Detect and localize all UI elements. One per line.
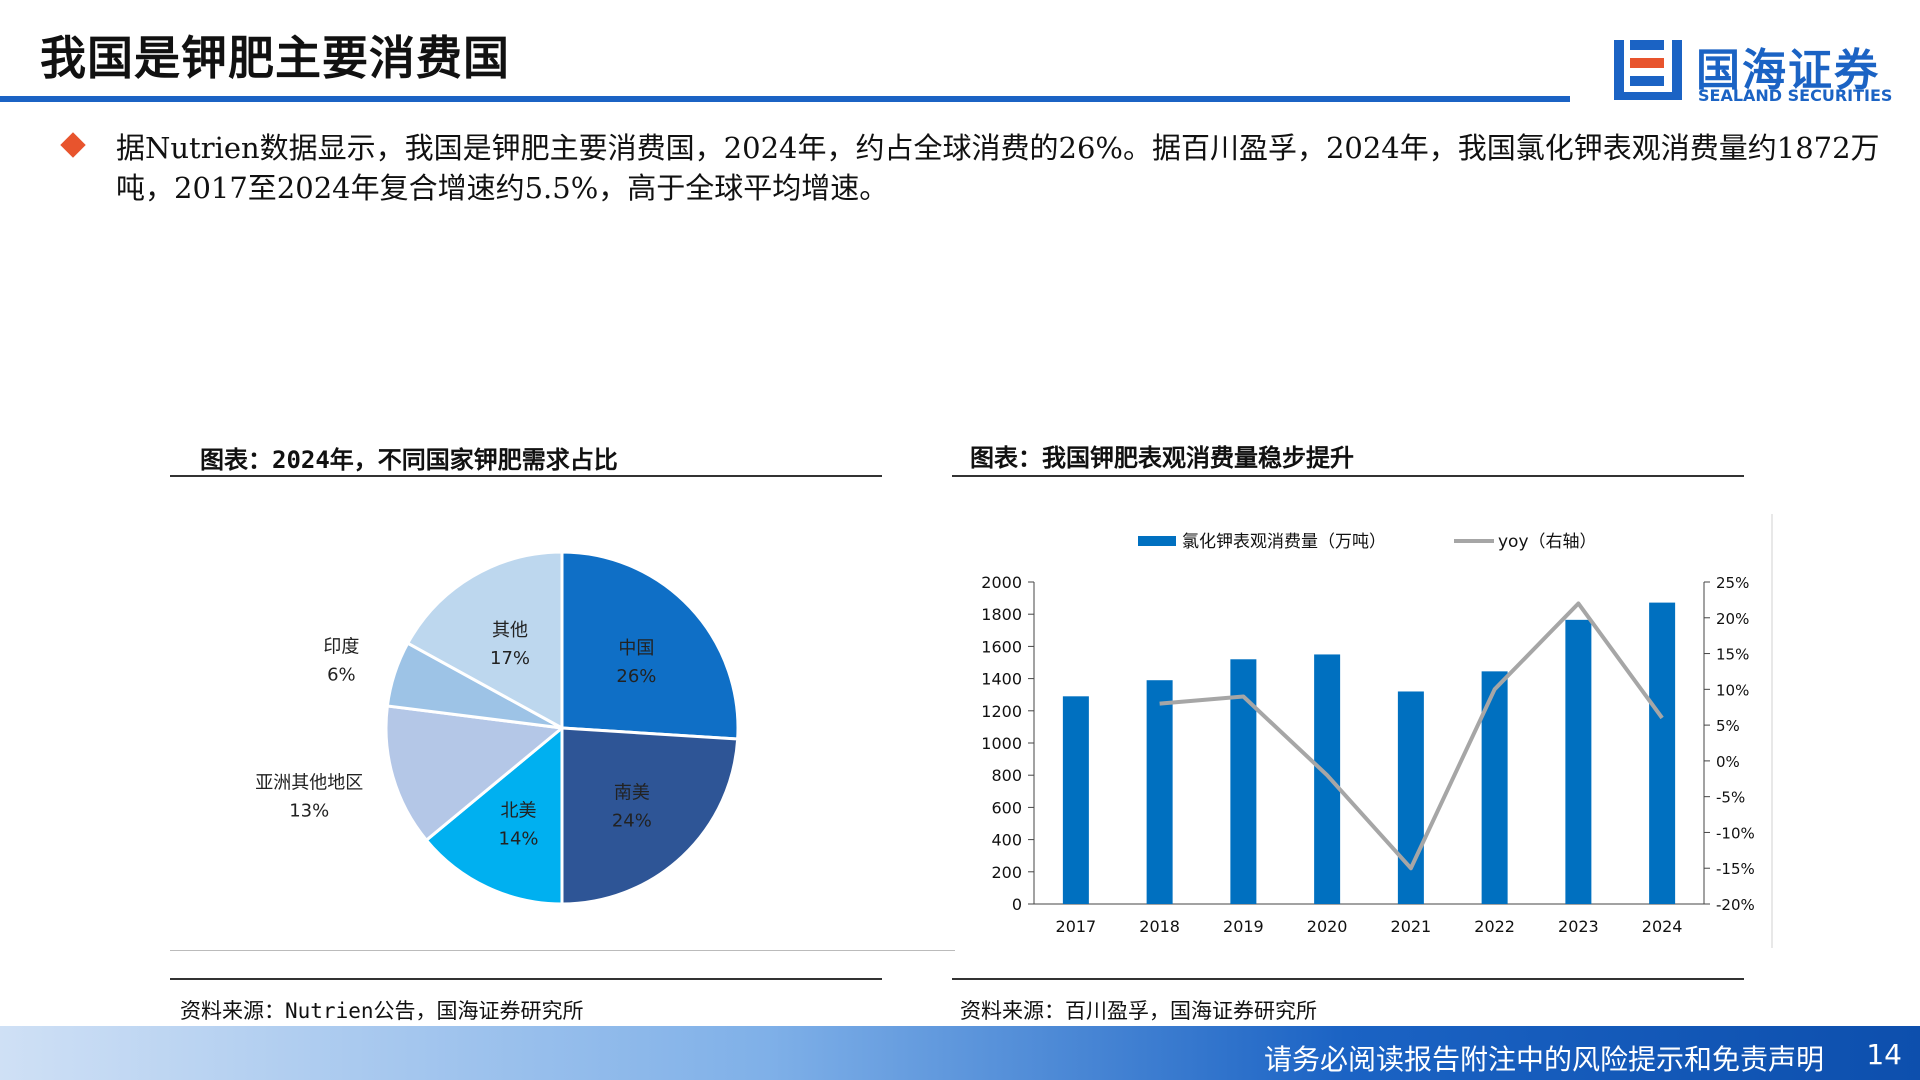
bar xyxy=(1146,680,1173,904)
bar-source-rule xyxy=(952,978,1744,980)
x-axis-labels: 2017 2018 2019 2020 2021 2022 2023 2024 xyxy=(1056,917,1683,936)
pie-bottom-rule xyxy=(170,950,955,951)
pie-slice-label: 印度 xyxy=(323,636,359,657)
legend-bar-label: 氯化钾表观消费量（万吨） xyxy=(1182,532,1386,552)
left-tick-label: 600 xyxy=(991,798,1022,817)
pie-slice xyxy=(405,550,564,731)
pie-slice-label: 亚洲其他地区 xyxy=(255,773,363,794)
page-title: 我国是钾肥主要消费国 xyxy=(40,31,510,85)
company-logo: 国海证券 SEALAND SECURITIES xyxy=(1610,34,1910,106)
bar xyxy=(1062,696,1089,904)
x-tick-label: 2020 xyxy=(1307,917,1348,936)
bar-line-chart: 氯化钾表观消费量（万吨） yoy（右轴） 0 200 400 600 800 1000 12… xyxy=(981,514,1773,948)
left-tick-label: 1000 xyxy=(981,734,1022,753)
pie-chart: 中国 26% 南美 24% 北美 14% 亚洲其他地区 13% 印度 6% 其他 17% xyxy=(255,550,740,906)
bar-source: 资料来源：百川盈孚，国海证券研究所 xyxy=(960,999,1317,1023)
pie-slice xyxy=(560,726,740,906)
pie-slice-value: 6% xyxy=(327,664,356,685)
pie-slice-label: 南美 xyxy=(614,782,650,803)
pie-caption-rule xyxy=(170,475,882,477)
left-tick-label: 2000 xyxy=(981,573,1022,592)
pie-slice-value: 24% xyxy=(612,810,652,831)
chart-legend: 氯化钾表观消费量（万吨） yoy（右轴） xyxy=(1138,532,1597,552)
left-axis: 0 200 400 600 800 1000 1200 1400 1600 1800 2000 xyxy=(981,573,1704,914)
x-tick-label: 2023 xyxy=(1558,917,1599,936)
pie-slice xyxy=(560,550,740,741)
logo-name-en: SEALAND SECURITIES xyxy=(1698,86,1893,105)
left-tick-label: 400 xyxy=(991,831,1022,850)
sealand-logo-icon xyxy=(1614,40,1682,100)
bar-caption-rule xyxy=(952,475,1744,477)
title-divider xyxy=(0,96,1570,102)
x-tick-label: 2019 xyxy=(1223,917,1264,936)
pie-slice-value: 14% xyxy=(499,828,539,849)
bar xyxy=(1230,659,1257,904)
pie-source: 资料来源：Nutrien公告，国海证券研究所 xyxy=(180,999,584,1023)
yoy-series-line xyxy=(1159,601,1664,871)
footer-bar: 请务必阅读报告附注中的风险提示和免责声明 14 xyxy=(0,1026,1920,1080)
pie-slice-value: 17% xyxy=(490,648,530,669)
left-tick-label: 200 xyxy=(991,863,1022,882)
x-tick-label: 2017 xyxy=(1056,917,1097,936)
right-tick-label: -5% xyxy=(1716,789,1745,807)
footer-disclaimer: 请务必阅读报告附注中的风险提示和免责声明 xyxy=(1263,1043,1824,1076)
bars xyxy=(1062,602,1676,904)
right-tick-label: 25% xyxy=(1716,574,1749,592)
x-tick-label: 2021 xyxy=(1391,917,1432,936)
pie-slice-label: 北美 xyxy=(501,800,537,821)
logo-name-cn: 国海证券 xyxy=(1696,45,1880,96)
page-number: 14 xyxy=(1866,1038,1902,1071)
pie-slice-value: 26% xyxy=(616,666,656,687)
right-axis: -20% -15% -10% -5% 0% 5% 10% 15% 20% 25% xyxy=(1703,574,1755,914)
right-tick-label: 5% xyxy=(1716,717,1740,735)
pie-slice-value: 13% xyxy=(289,801,329,822)
left-tick-label: 1200 xyxy=(981,702,1022,721)
bar xyxy=(1649,602,1676,904)
left-tick-label: 1400 xyxy=(981,670,1022,689)
yoy-line xyxy=(1159,601,1664,871)
left-tick-label: 800 xyxy=(991,766,1022,785)
bar xyxy=(1314,654,1341,904)
right-tick-label: -20% xyxy=(1716,896,1755,914)
legend-bar-swatch xyxy=(1138,536,1176,546)
pie-slices xyxy=(384,550,740,906)
legend-line-label: yoy（右轴） xyxy=(1498,532,1597,552)
right-tick-label: -15% xyxy=(1716,860,1755,878)
left-tick-label: 1600 xyxy=(981,637,1022,656)
x-tick-label: 2024 xyxy=(1642,917,1683,936)
bar-chart-caption: 图表：我国钾肥表观消费量稳步提升 xyxy=(970,444,1354,472)
pie-labels: 中国 26% 南美 24% 北美 14% 亚洲其他地区 13% 印度 6% 其他 17% xyxy=(255,620,656,849)
pie-source-rule xyxy=(170,978,882,980)
x-tick-label: 2018 xyxy=(1139,917,1180,936)
pie-slice-label: 其他 xyxy=(492,620,528,641)
bar xyxy=(1397,691,1424,904)
pie-chart-caption: 图表：2024年，不同国家钾肥需求占比 xyxy=(200,446,618,474)
left-tick-label: 0 xyxy=(1012,895,1022,914)
bullet-text: 据Nutrien数据显示，我国是钾肥主要消费国，2024年，约占全球消费的26%… xyxy=(116,131,1880,205)
pie-slice xyxy=(384,704,566,843)
right-tick-label: -10% xyxy=(1716,824,1755,842)
right-tick-label: 20% xyxy=(1716,610,1749,628)
x-tick-label: 2022 xyxy=(1474,917,1515,936)
right-tick-label: 10% xyxy=(1716,681,1749,699)
diamond-bullet-icon xyxy=(60,132,86,158)
pie-slice-label: 中国 xyxy=(618,638,654,659)
left-tick-label: 1800 xyxy=(981,605,1022,624)
right-tick-label: 0% xyxy=(1716,753,1740,771)
right-tick-label: 15% xyxy=(1716,646,1749,664)
pie-slice xyxy=(424,724,564,906)
bar xyxy=(1565,619,1592,904)
